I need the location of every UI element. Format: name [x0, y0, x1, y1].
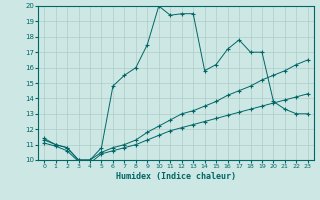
X-axis label: Humidex (Indice chaleur): Humidex (Indice chaleur) — [116, 172, 236, 181]
